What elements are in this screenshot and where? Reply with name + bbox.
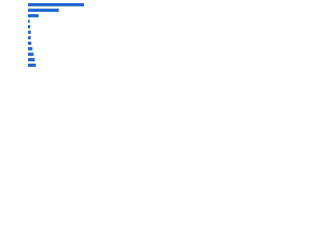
bar [28, 30, 31, 34]
bar [28, 41, 32, 45]
bar [28, 58, 35, 62]
bar [28, 19, 30, 23]
bar [28, 52, 34, 56]
page: {"chart_data": {"type": "bar", "orientat… [0, 0, 100, 71]
bar [28, 14, 39, 18]
chart [28, 3, 84, 67]
bar [28, 8, 59, 12]
bar [28, 36, 31, 40]
bar [28, 63, 36, 67]
bar [28, 47, 33, 51]
bar [28, 25, 31, 29]
bar [28, 3, 84, 7]
